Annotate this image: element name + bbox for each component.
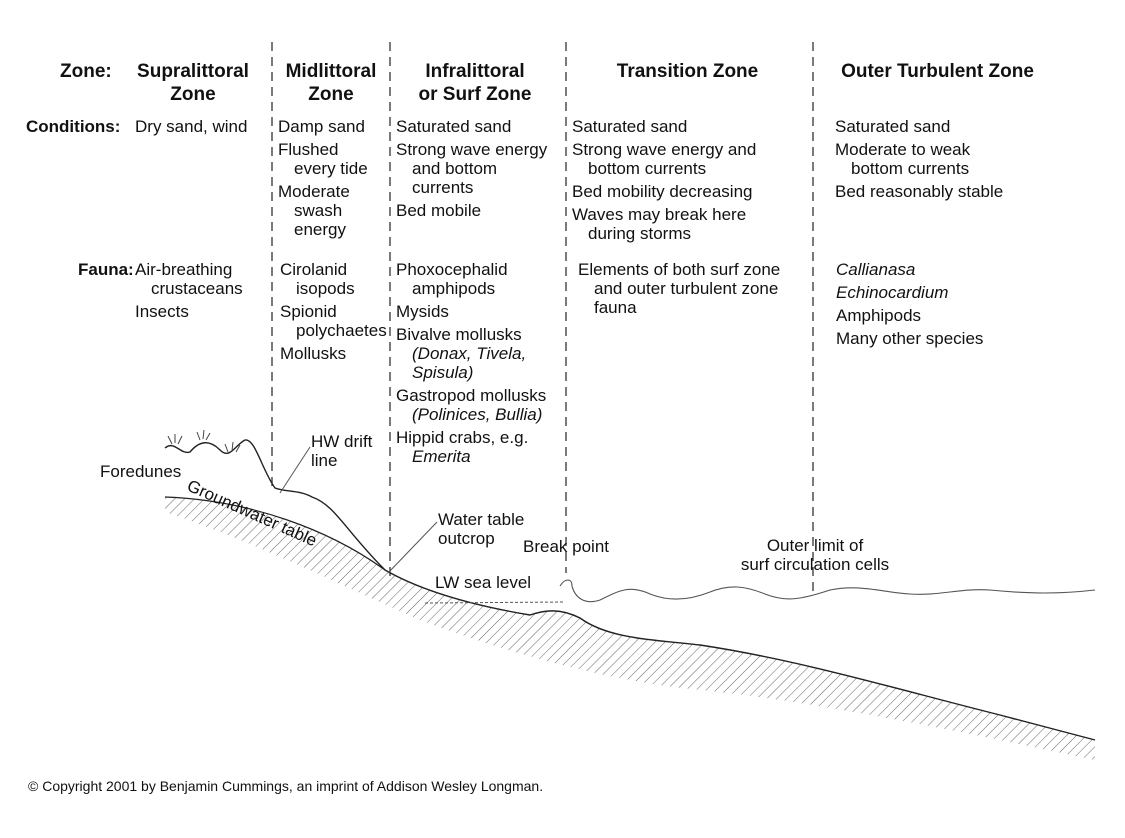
conditions-midlittoral-line: energy	[294, 220, 346, 239]
fauna-outer-line: Echinocardium	[836, 283, 949, 302]
fauna-midlittoral-line: Mollusks	[280, 344, 347, 363]
header-line: Zone	[170, 84, 216, 105]
conditions-transition-line: Bed mobility decreasing	[572, 182, 753, 201]
label-outer-limit: Outer limit of surf circulation cells	[730, 536, 900, 574]
header-line: Outer Turbulent Zone	[841, 61, 1034, 82]
conditions-outer-line: Saturated sand	[835, 117, 951, 136]
conditions-infralittoral-line: Saturated sand	[396, 117, 512, 136]
fauna-outer-line: Callianasa	[836, 260, 916, 279]
fauna-transition-line: and outer turbulent zone	[594, 279, 779, 298]
fauna-transition-line: fauna	[594, 298, 637, 317]
label-break-point: Break point	[523, 537, 609, 556]
label-hw-drift-line: HW drift line	[311, 432, 372, 470]
copyright-notice: © Copyright 2001 by Benjamin Cummings, a…	[28, 778, 544, 794]
fauna-midlittoral-line: polychaetes	[296, 321, 387, 340]
fauna-infralittoral-line: Hippid crabs, e.g.	[396, 428, 529, 447]
header-infralittoral: Infralittoral or Surf Zone	[400, 60, 550, 106]
fauna-infralittoral-line: Phoxocephalid	[396, 260, 508, 279]
header-line: Transition Zone	[616, 61, 759, 82]
header-midlittoral: Midlittoral Zone	[274, 60, 388, 106]
fauna-infralittoral-line: Spisula)	[412, 363, 474, 382]
conditions-transition-line: Saturated sand	[572, 117, 688, 136]
groundwater-table-line	[164, 496, 386, 571]
fauna-infralittoral-line: Bivalve mollusks	[396, 325, 522, 344]
conditions-midlittoral-line: swash	[294, 201, 343, 220]
fauna-midlittoral-line: isopods	[296, 279, 355, 298]
fauna-infralittoral-line: Emerita	[412, 447, 471, 466]
dune-grass	[167, 429, 241, 453]
conditions-transition-line: Waves may break here	[572, 205, 747, 224]
conditions-transition-line: bottom currents	[588, 159, 707, 178]
header-line: Infralittoral	[425, 61, 525, 82]
fauna-outer-line: Many other species	[836, 329, 984, 348]
fauna-midlittoral-line: Spionid	[280, 302, 337, 321]
conditions-infralittoral-line: and bottom	[412, 159, 498, 178]
label-line: outcrop	[438, 529, 495, 548]
fauna-infralittoral-line: (Polinices, Bullia)	[412, 405, 543, 424]
header-line: Midlittoral	[285, 61, 377, 82]
header-line: Supralittoral	[137, 61, 249, 82]
header-outer-turbulent: Outer Turbulent Zone	[820, 60, 1055, 83]
breaking-wave	[559, 579, 1096, 603]
fauna-supralittoral-line: Insects	[135, 302, 189, 321]
conditions-midlittoral-line: every tide	[294, 159, 368, 178]
label-foredunes: Foredunes	[100, 462, 182, 481]
fauna-midlittoral-line: Cirolanid	[280, 260, 348, 279]
conditions-midlittoral-line: Damp sand	[278, 117, 365, 136]
conditions-supralittoral-line: Dry sand, wind	[135, 117, 248, 136]
fauna-label: Fauna:	[78, 260, 134, 279]
label-line: Outer limit of	[766, 536, 864, 555]
conditions-transition-line: Strong wave energy and	[572, 140, 757, 159]
label-line: surf circulation cells	[740, 555, 890, 574]
header-line: or Surf Zone	[418, 84, 532, 105]
conditions-infralittoral-line: currents	[412, 178, 474, 197]
conditions-midlittoral-line: Moderate	[278, 182, 350, 201]
conditions-outer-line: bottom currents	[851, 159, 970, 178]
label-line: line	[311, 451, 338, 470]
fauna-supralittoral-line: Air-breathing	[135, 260, 233, 279]
fauna-outer-line: Amphipods	[836, 306, 922, 325]
header-transition: Transition Zone	[590, 60, 785, 83]
fauna-supralittoral-line: crustaceans	[151, 279, 243, 298]
fauna-transition-line: Elements of both surf zone	[578, 260, 781, 279]
label-line: Water table	[438, 510, 525, 529]
conditions-infralittoral-line: Bed mobile	[396, 201, 482, 220]
fauna-infralittoral-line: Gastropod mollusks	[396, 386, 547, 405]
zone-dividers	[271, 42, 814, 596]
conditions-label: Conditions:	[26, 117, 121, 136]
sediment-hatching	[165, 497, 1095, 760]
header-line: Zone	[308, 84, 354, 105]
fauna-infralittoral-line: Mysids	[396, 302, 449, 321]
fauna-infralittoral-line: (Donax, Tivela,	[412, 344, 527, 363]
beach-surface-line	[164, 439, 1096, 741]
conditions-transition-line: during storms	[588, 224, 691, 243]
label-lw-sea-level: LW sea level	[435, 573, 532, 592]
fauna-infralittoral-line: amphipods	[412, 279, 496, 298]
header-supralittoral: Supralittoral Zone	[128, 60, 258, 106]
conditions-outer-line: Bed reasonably stable	[835, 182, 1004, 201]
label-line: HW drift	[311, 432, 373, 451]
conditions-infralittoral-line: Strong wave energy	[396, 140, 548, 159]
lw-sea-level-line	[424, 601, 566, 604]
label-water-table-outcrop: Water table outcrop	[438, 510, 524, 548]
conditions-midlittoral-line: Flushed	[278, 140, 339, 159]
conditions-outer-line: Moderate to weak	[835, 140, 971, 159]
leader-lines	[279, 446, 438, 574]
zone-label: Zone:	[60, 61, 112, 82]
